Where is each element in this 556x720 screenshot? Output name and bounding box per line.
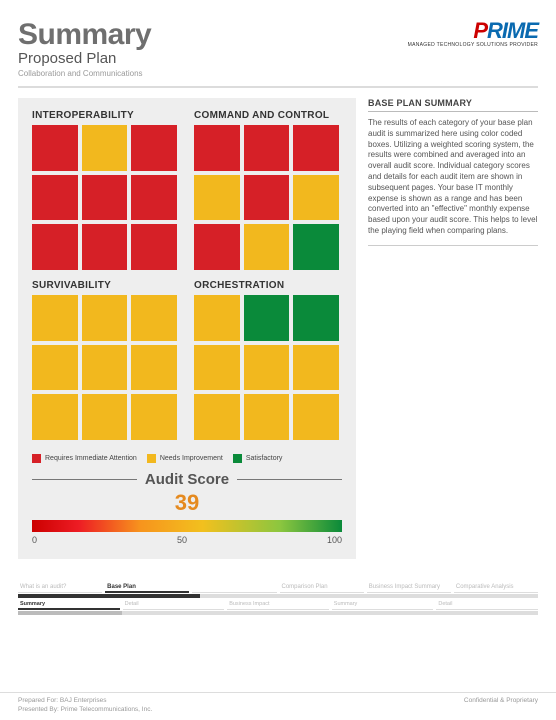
sidebar-title: BASE PLAN SUMMARY: [368, 98, 538, 112]
legend-label: Needs Improvement: [160, 455, 223, 462]
footer-prepared-for: Prepared For: BAJ Enterprises: [18, 697, 152, 705]
legend-item: Needs Improvement: [147, 454, 223, 463]
score-box: [32, 394, 78, 440]
legend-label: Requires Immediate Attention: [45, 455, 137, 462]
score-box: [32, 345, 78, 391]
nav-tab[interactable]: Comparison Plan: [280, 583, 364, 593]
logo-accent: P: [473, 18, 487, 43]
legend-swatch: [147, 454, 156, 463]
score-box: [194, 394, 240, 440]
category-title: ORCHESTRATION: [194, 280, 342, 291]
score-box: [82, 394, 128, 440]
logo-main: RIME: [487, 18, 538, 43]
nav-progress: [18, 594, 200, 598]
header-divider: [18, 86, 538, 88]
category-block: ORCHESTRATION: [194, 280, 342, 440]
nav-subtab[interactable]: Detail: [123, 600, 225, 610]
score-box: [32, 175, 78, 221]
nav-tab[interactable]: Business Impact Summary: [367, 583, 451, 593]
audit-score-gradient: [32, 520, 342, 532]
logo: PRIME MANAGED TECHNOLOGY SOLUTIONS PROVI…: [408, 18, 538, 48]
score-box: [82, 125, 128, 171]
score-box: [293, 175, 339, 221]
legend: Requires Immediate Attention Needs Improv…: [32, 454, 342, 463]
score-box: [244, 175, 290, 221]
score-box: [131, 125, 177, 171]
audit-score-block: Audit Score 39 0 50 100: [32, 471, 342, 545]
category-grid: [194, 295, 339, 440]
scale-min: 0: [32, 535, 37, 545]
nav-subtab[interactable]: Business Impact: [227, 600, 329, 610]
nav-tab[interactable]: [192, 583, 276, 593]
nav-tab[interactable]: Base Plan: [105, 583, 189, 593]
nav-subtab[interactable]: Summary: [332, 600, 434, 610]
category-title: COMMAND AND CONTROL: [194, 110, 342, 121]
legend-swatch: [32, 454, 41, 463]
score-box: [293, 125, 339, 171]
legend-item: Satisfactory: [233, 454, 283, 463]
score-box: [131, 345, 177, 391]
score-box: [82, 175, 128, 221]
legend-label: Satisfactory: [246, 455, 283, 462]
summary-panel: INTEROPERABILITY COMMAND AND CONTROL SURVI…: [18, 98, 356, 559]
legend-item: Requires Immediate Attention: [32, 454, 137, 463]
score-box: [32, 224, 78, 270]
footer-presented-by: Presented By: Prime Telecommunications, …: [18, 706, 152, 714]
score-box: [82, 345, 128, 391]
legend-swatch: [233, 454, 242, 463]
score-box: [194, 345, 240, 391]
score-box: [131, 295, 177, 341]
score-box: [82, 295, 128, 341]
score-box: [244, 295, 290, 341]
sidebar: BASE PLAN SUMMARY The results of each ca…: [368, 98, 538, 559]
category-block: INTEROPERABILITY: [32, 110, 180, 270]
score-box: [32, 295, 78, 341]
audit-score-label: Audit Score: [145, 471, 229, 488]
score-box: [244, 224, 290, 270]
audit-score-value: 39: [32, 490, 342, 516]
scale-mid: 50: [177, 535, 187, 545]
score-box: [131, 175, 177, 221]
score-box: [244, 345, 290, 391]
category-grid: [32, 295, 177, 440]
score-box: [293, 394, 339, 440]
nav-section: What is an audit?Base Plan Comparison Pla…: [0, 583, 556, 615]
score-box: [194, 175, 240, 221]
category-grid: [194, 125, 339, 270]
score-box: [293, 345, 339, 391]
score-box: [131, 224, 177, 270]
score-box: [32, 125, 78, 171]
scale-max: 100: [327, 535, 342, 545]
nav-tab[interactable]: Comparative Analysis: [454, 583, 538, 593]
category-block: SURVIVABILITY: [32, 280, 180, 440]
footer: Prepared For: BAJ Enterprises Presented …: [0, 692, 556, 714]
page-title: Summary: [18, 18, 408, 52]
nav-subtab[interactable]: Detail: [436, 600, 538, 610]
nav-sub-progress: [18, 611, 122, 615]
header: Summary Proposed Plan Collaboration and …: [18, 18, 538, 78]
score-box: [194, 125, 240, 171]
score-box: [244, 394, 290, 440]
category-title: SURVIVABILITY: [32, 280, 180, 291]
category-title: INTEROPERABILITY: [32, 110, 180, 121]
score-box: [244, 125, 290, 171]
score-box: [82, 224, 128, 270]
nav-tab[interactable]: What is an audit?: [18, 583, 102, 593]
logo-tagline: MANAGED TECHNOLOGY SOLUTIONS PROVIDER: [408, 42, 538, 48]
score-box: [194, 295, 240, 341]
page-subtitle: Proposed Plan: [18, 50, 408, 67]
score-box: [293, 224, 339, 270]
nav-subtab[interactable]: Summary: [18, 600, 120, 610]
score-box: [131, 394, 177, 440]
page-subsub: Collaboration and Communications: [18, 69, 408, 78]
sidebar-text: The results of each category of your bas…: [368, 118, 538, 246]
footer-confidential: Confidential & Proprietary: [464, 697, 538, 714]
category-block: COMMAND AND CONTROL: [194, 110, 342, 270]
score-box: [293, 295, 339, 341]
score-box: [194, 224, 240, 270]
category-grid: [32, 125, 177, 270]
